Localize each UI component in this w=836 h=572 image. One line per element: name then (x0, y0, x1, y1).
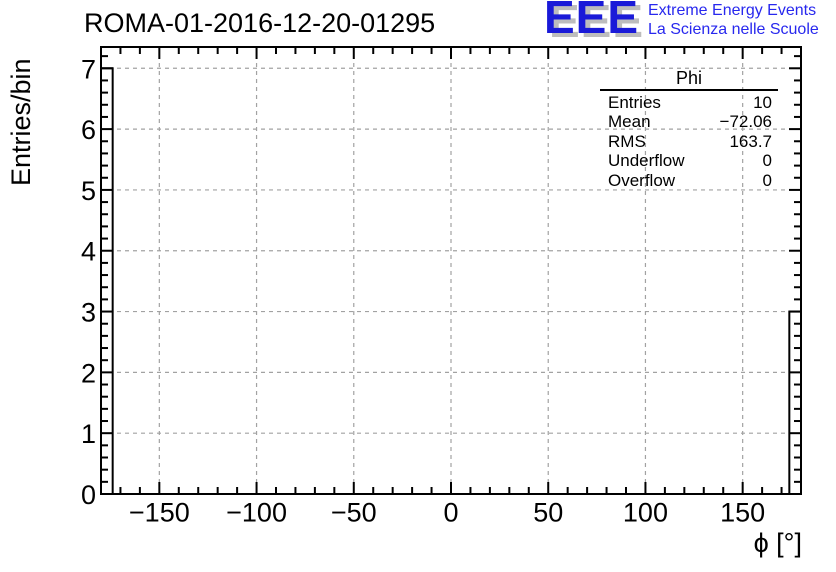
x-tick-label: 50 (533, 498, 563, 528)
x-tick-label: −50 (331, 498, 377, 528)
y-tick-label: 6 (81, 115, 96, 145)
x-tick-label: 100 (623, 498, 668, 528)
x-axis-title: ϕ [°] (753, 528, 802, 558)
y-tick-label: 5 (81, 176, 96, 206)
x-tick-label: −100 (226, 498, 287, 528)
stats-row-value: 0 (762, 151, 772, 171)
stats-row-value: 10 (753, 93, 772, 112)
plot-title: ROMA-01-2016-12-20-01295 (84, 8, 436, 38)
stats-row-label: RMS (608, 131, 646, 151)
y-tick-label: 4 (81, 237, 96, 267)
x-tick-label: 0 (443, 498, 458, 528)
y-tick-label: 2 (81, 358, 96, 388)
x-tick-label: −150 (129, 498, 190, 528)
stats-row-label: Overflow (608, 170, 676, 190)
stats-row: Entries 10 (600, 93, 778, 112)
stats-box-rows: Entries 10 Mean −72.06 RMS 163.7 Underfl… (600, 93, 778, 190)
y-tick-labels: 0 1 2 3 4 5 6 7 (81, 54, 96, 510)
stats-row-label: Mean (608, 112, 651, 132)
eee-logo-tagline-line1: Extreme Energy Events (648, 2, 817, 19)
stats-row: Overflow 0 (600, 171, 778, 190)
y-tick-label: 7 (81, 54, 96, 84)
y-tick-label: 3 (81, 298, 96, 328)
axis-ticks (101, 47, 801, 494)
stats-row-label: Entries (608, 93, 661, 112)
y-tick-label: 0 (81, 480, 96, 510)
x-tick-label: 150 (720, 498, 765, 528)
stats-row: RMS 163.7 (600, 132, 778, 151)
x-tick-labels: −150 −100 −50 0 50 100 150 (129, 498, 765, 528)
stats-row-value: 0 (762, 170, 772, 190)
eee-logo-acronym: EEE (544, 0, 640, 43)
eee-logo-tagline-line2: La Scienza nelle Scuole (648, 20, 819, 38)
gridlines (101, 47, 801, 494)
stats-row: Underflow 0 (600, 151, 778, 170)
histogram-bar (788, 310, 802, 495)
stats-row-value: −72.06 (719, 112, 772, 132)
y-tick-label: 1 (81, 419, 96, 449)
eee-logo-tagline: Extreme Energy Events La Scienza nelle S… (648, 2, 819, 39)
histogram-bar (100, 67, 114, 496)
stats-row-label: Underflow (608, 151, 685, 171)
stats-row: Mean −72.06 (600, 112, 778, 131)
stats-box-title: Phi (600, 69, 778, 91)
stats-box: Phi Entries 10 Mean −72.06 RMS 163.7 Und… (600, 69, 778, 190)
stats-row-value: 163.7 (729, 131, 772, 151)
